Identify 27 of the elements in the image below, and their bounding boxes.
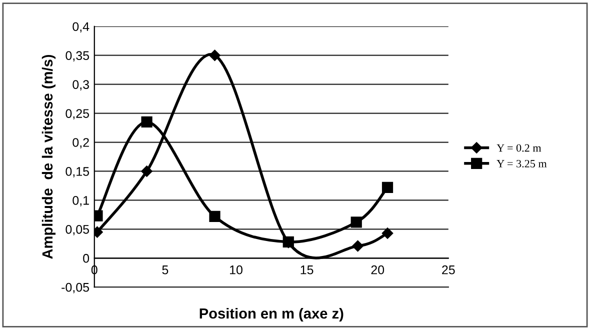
legend-label: Y = 3.25 m <box>496 160 547 168</box>
point <box>141 116 152 128</box>
point <box>209 210 220 222</box>
x-axis-title: Position en m (axe z) <box>200 308 344 322</box>
x-tick-label: 5 <box>162 266 168 274</box>
point <box>350 216 362 228</box>
y-tick-label: 0,15 <box>66 167 90 178</box>
x-tick-label: 10 <box>230 265 242 274</box>
x-tick-label: 25 <box>442 265 455 274</box>
y-tick-label: 0 <box>83 254 90 263</box>
y-tick-label: 0,35 <box>66 51 90 62</box>
point <box>382 228 394 239</box>
y-axis-title: Amplitude de la vitesse (m/s) <box>42 54 56 259</box>
y-tick-label: -0,05 <box>62 282 90 294</box>
x-tick-label: 15 <box>300 266 314 274</box>
y-tick-label: 0,25 <box>66 109 90 120</box>
x-tick-label: 20 <box>371 265 384 274</box>
point <box>209 50 220 61</box>
point <box>352 240 364 252</box>
point <box>382 182 394 194</box>
legend-label: Y = 0.2 m <box>496 144 542 152</box>
y-tick-label: 0,4 <box>72 22 90 33</box>
y-tick-label: 0,1 <box>72 196 89 206</box>
y-tick-label: 0,2 <box>72 138 89 148</box>
y-tick-label: 0,3 <box>72 80 89 90</box>
point <box>141 166 152 177</box>
y-tick-label: 0,05 <box>66 224 90 236</box>
